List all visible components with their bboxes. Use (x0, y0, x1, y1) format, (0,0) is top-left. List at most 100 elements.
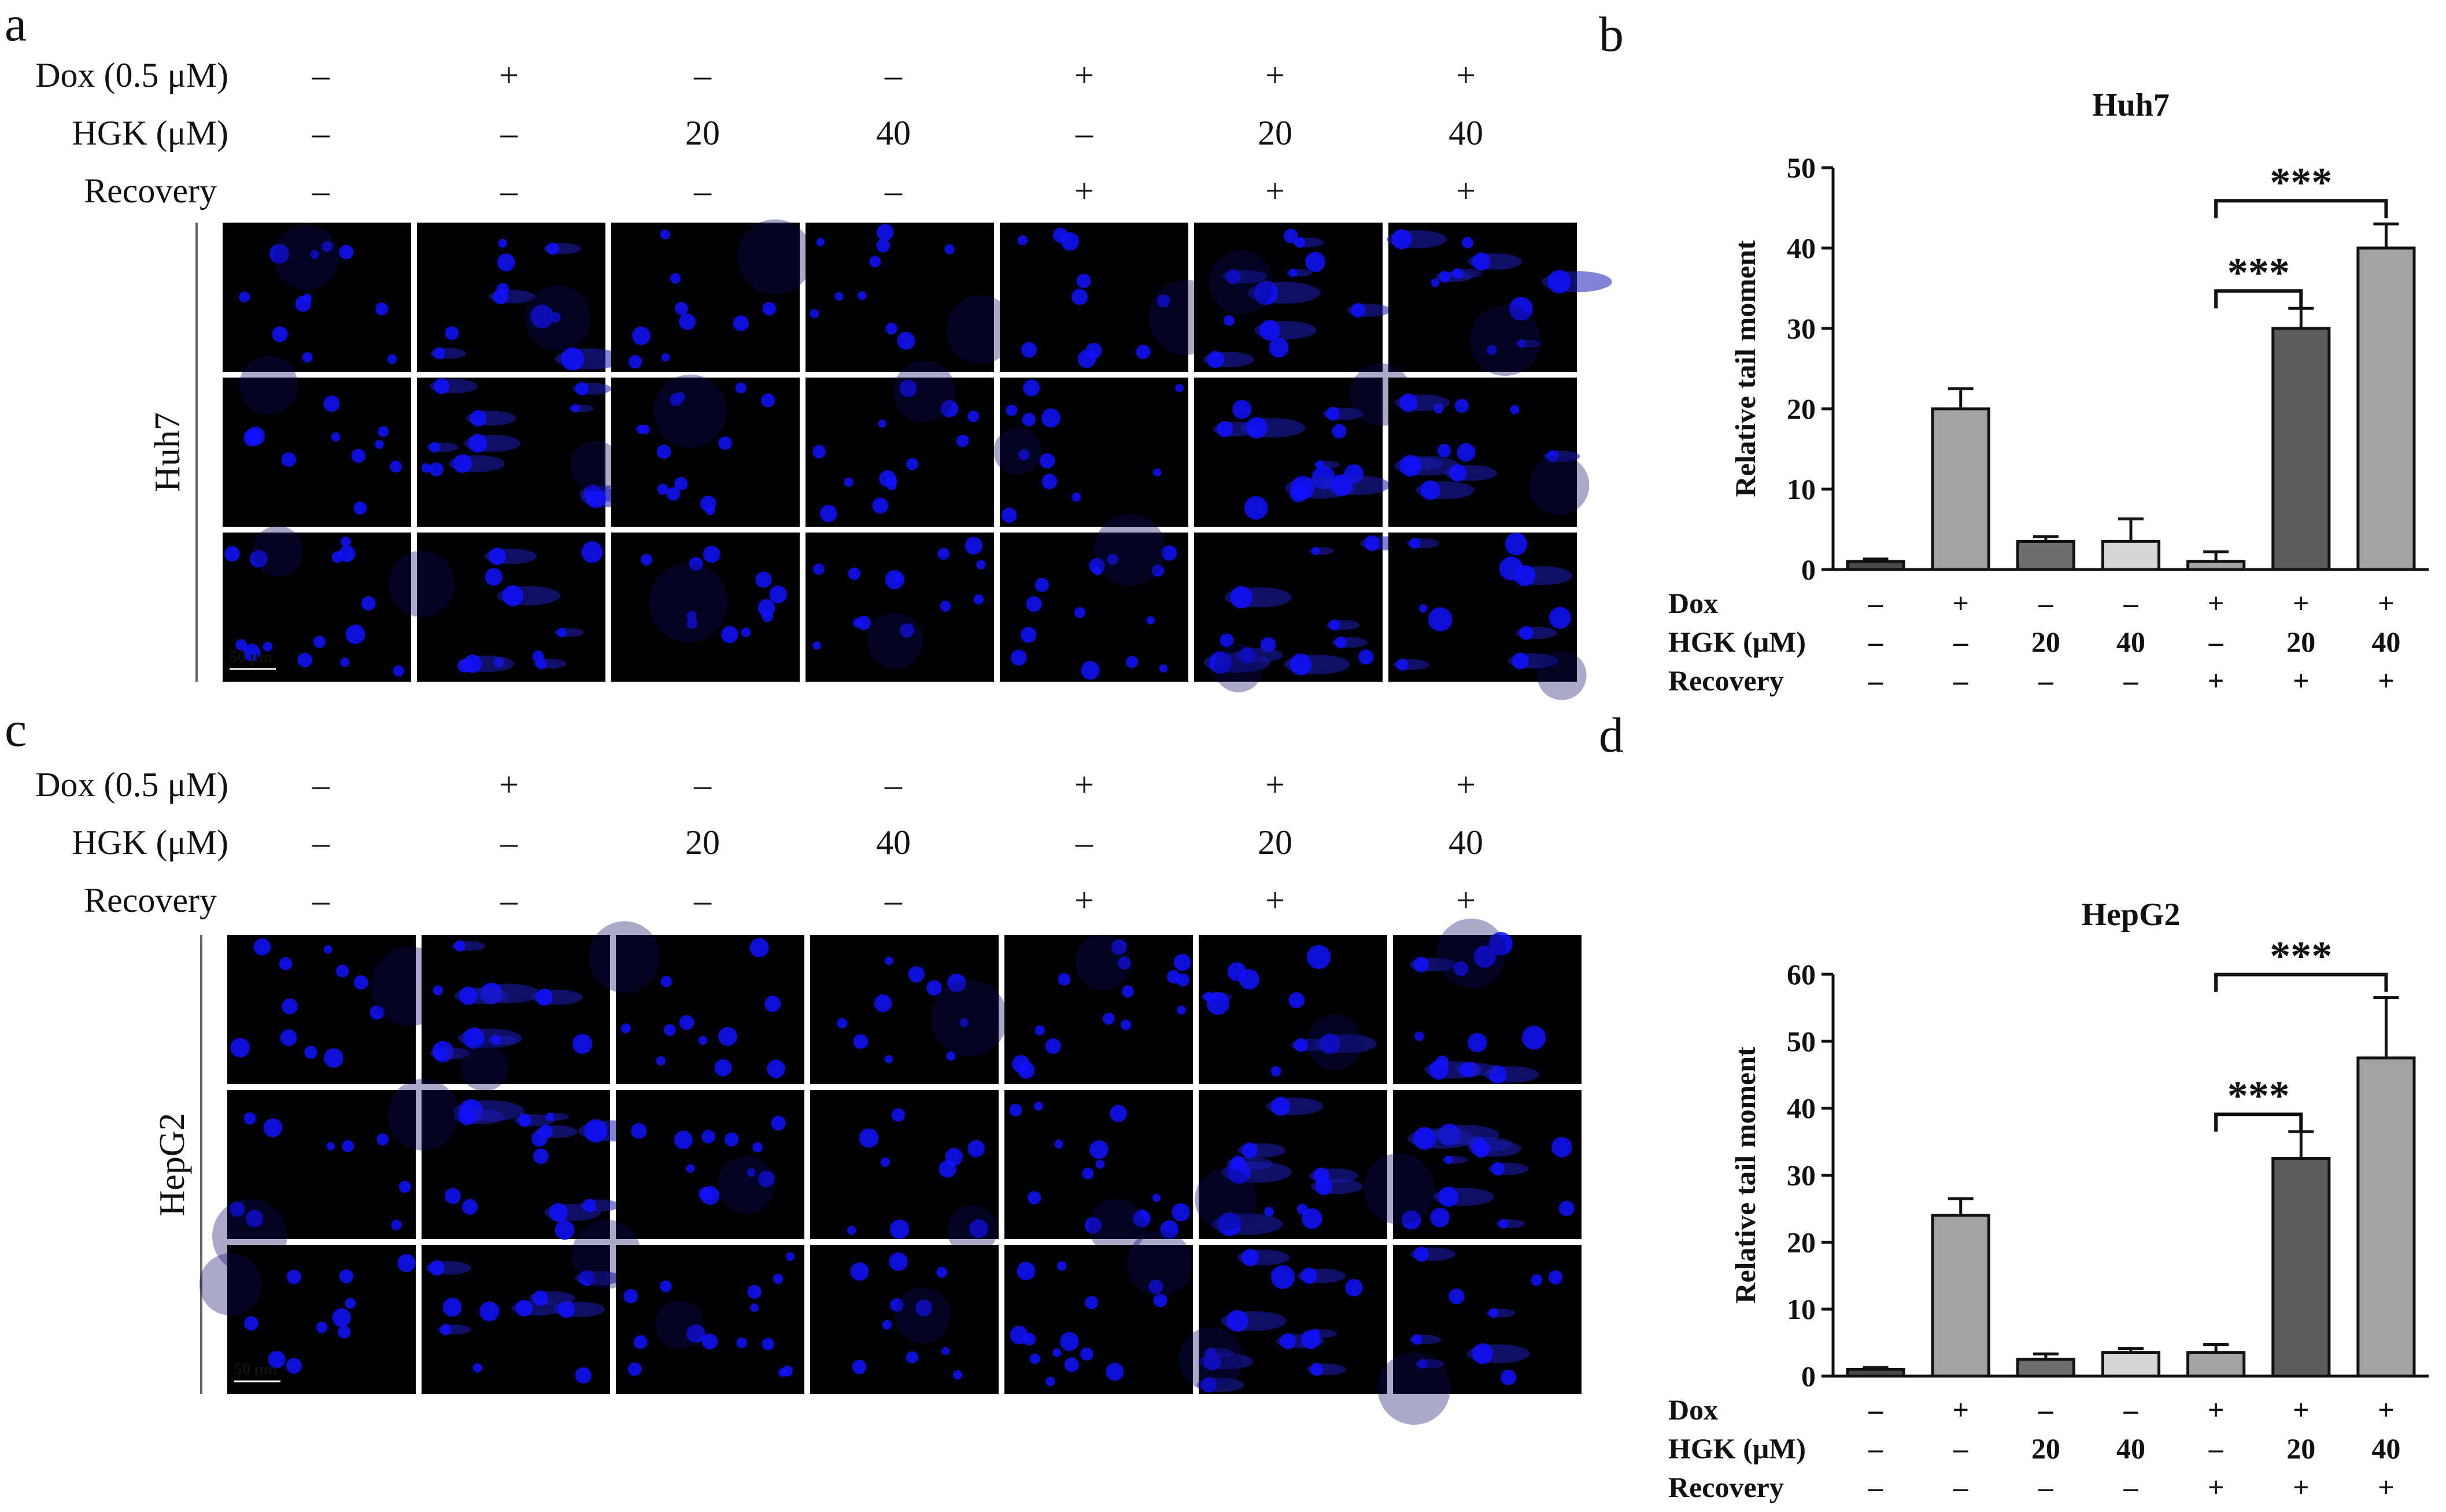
tile-background (810, 935, 999, 1084)
comet-head (1510, 405, 1520, 415)
comet-image-tile (1377, 1245, 1582, 1425)
panel-letter-b: b (1599, 6, 1624, 62)
condition-cell: – (1075, 114, 1093, 152)
comet-head (546, 1112, 555, 1121)
comet-head (1224, 315, 1235, 326)
comet-head (1472, 1140, 1490, 1158)
comet-head (263, 642, 273, 652)
comet-head (1358, 649, 1374, 665)
comet-head (702, 1333, 718, 1350)
comet-head (390, 460, 402, 473)
bar (2271, 327, 2331, 571)
comet-head (660, 975, 672, 988)
background-haze (1537, 650, 1587, 700)
comet-head (1489, 931, 1513, 956)
condition-cell: 40 (2116, 626, 2145, 658)
condition-cell: – (2123, 587, 2139, 619)
condition-cell: – (1868, 1471, 1883, 1503)
comet-head (758, 1170, 775, 1188)
comet-head (387, 354, 397, 364)
comet-image-tile (422, 935, 610, 1092)
comet-head (1329, 619, 1340, 631)
condition-cell: – (1868, 626, 1883, 658)
condition-cell: 40 (1449, 823, 1483, 862)
comet-head (674, 477, 688, 491)
comet-head (323, 945, 332, 954)
comet-image-tile (806, 533, 994, 682)
comet-head (463, 1027, 485, 1049)
comet-head (1413, 1127, 1436, 1150)
tile-background (616, 1090, 804, 1239)
background-haze (1094, 513, 1166, 586)
comet-head (679, 1015, 694, 1030)
condition-cell: 40 (876, 114, 911, 152)
comet-head (445, 326, 459, 341)
comet-head (1430, 1207, 1450, 1228)
comet-head (906, 458, 919, 471)
comet-head (1017, 235, 1028, 246)
comet-head (398, 1181, 411, 1193)
condition-cell: + (499, 56, 519, 94)
comet-head (453, 454, 472, 473)
condition-cell: + (1265, 56, 1285, 94)
condition-cell: + (2208, 664, 2225, 697)
comet-head (1146, 616, 1155, 625)
tile-background (810, 1245, 999, 1394)
comet-head (1505, 533, 1528, 556)
comet-image-tile (1179, 1245, 1387, 1394)
comet-head (1206, 992, 1230, 1015)
background-haze (1436, 918, 1506, 988)
comet-head (549, 1203, 568, 1222)
comet-head (1501, 1369, 1517, 1385)
chart-title: Huh7 (2092, 87, 2170, 123)
bar (1846, 1367, 1905, 1378)
comet-head (872, 497, 889, 514)
comet-head (967, 1140, 985, 1158)
comet-head (1488, 1308, 1499, 1318)
condition-cell: + (2208, 1471, 2225, 1503)
comet-head (1294, 237, 1306, 248)
condition-table-hepg2: Dox (0.5 μM) – + – – + + + HGK (μM) – – 20 40 – 20 40 Re… (35, 766, 1483, 919)
comet-head (1514, 565, 1536, 586)
comet-head (703, 545, 721, 563)
background-haze (1195, 1168, 1257, 1230)
comet-head (936, 1267, 948, 1278)
bar (2186, 1351, 2246, 1378)
comet-head (686, 1324, 705, 1343)
y-tick-label: 0 (1801, 553, 1816, 586)
comet-head (351, 448, 366, 463)
comet-head (361, 596, 376, 611)
comet-head (906, 1351, 918, 1364)
condition-cell: – (884, 172, 903, 210)
comet-head (433, 347, 445, 360)
comet-image-tile (223, 223, 411, 372)
comet-head (750, 1303, 759, 1312)
background-haze (993, 427, 1041, 475)
comet-head (1064, 1357, 1079, 1373)
comet-head (882, 1319, 892, 1330)
comet-image-tile (588, 921, 804, 1084)
comet-head (1200, 1377, 1217, 1393)
comet-head (891, 1108, 905, 1122)
significance-bracket (2214, 289, 2303, 309)
tile-background (422, 935, 610, 1084)
comet-head (442, 1297, 462, 1317)
comet-head (479, 1301, 500, 1322)
comet-head (633, 1335, 648, 1350)
comet-head (1549, 607, 1571, 629)
comet-head (1152, 564, 1165, 577)
comet-head (538, 1125, 553, 1139)
comet-head (1226, 1310, 1248, 1332)
comet-head (656, 1056, 666, 1066)
panel-letter-d: d (1599, 707, 1624, 763)
comet-head (533, 1290, 548, 1306)
y-tick-label: 20 (1787, 393, 1816, 425)
background-haze (931, 979, 1008, 1057)
comet-head (498, 238, 507, 248)
bar (2101, 1351, 2161, 1378)
comet-head (1082, 1167, 1094, 1180)
comet-head (1177, 1005, 1186, 1015)
comet-head (1106, 1362, 1124, 1381)
comet-head (282, 998, 298, 1015)
comet-head (1166, 970, 1181, 984)
